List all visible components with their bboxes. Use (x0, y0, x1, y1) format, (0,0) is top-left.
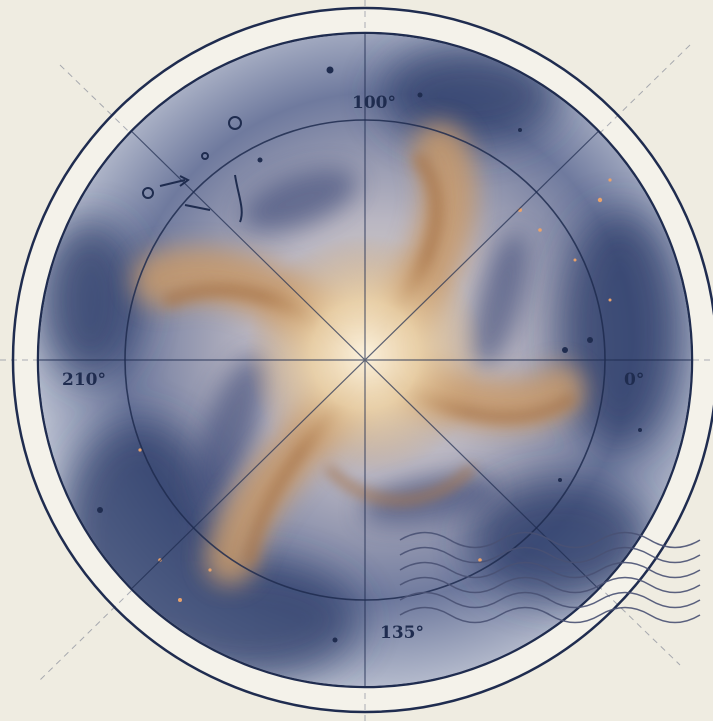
wave-lines (399, 531, 701, 624)
degree-label-top: 100° (352, 93, 396, 113)
degree-label-right: 0° (624, 370, 644, 390)
inner-ring (36, 31, 694, 689)
degree-label-left: 210° (62, 370, 106, 390)
annotation-marks (142, 116, 243, 223)
degree-label-bottom: 135° (380, 623, 424, 643)
